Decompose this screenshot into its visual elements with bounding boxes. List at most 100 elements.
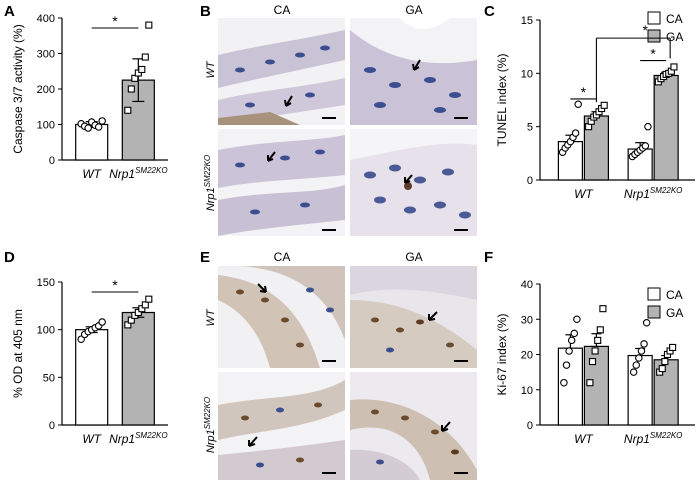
y-tick-label: 0	[49, 155, 55, 167]
x-tick-label: Nrp1SM22KO	[109, 431, 167, 446]
y-axis-title: Caspase 3/7 activity (%)	[11, 24, 25, 153]
scale-bar	[322, 472, 336, 474]
y-tick-label: 0	[527, 420, 533, 432]
data-point	[573, 315, 581, 323]
data-point	[574, 100, 582, 109]
chart-caspase: 0 100 200 300 400 Caspase 3/7 activity (%) WT N…	[11, 13, 168, 181]
x-tick-label: WT	[574, 432, 594, 446]
legend-label-ga: GA	[666, 30, 683, 44]
panel-letter-d: D	[4, 249, 15, 266]
data-point	[669, 343, 677, 352]
data-point	[596, 326, 604, 334]
x-tick-label: WT	[82, 167, 102, 181]
data-point	[84, 124, 92, 132]
arrow-icon	[248, 436, 258, 447]
micrograph-e-wt-ga	[350, 266, 477, 368]
y-tick-label: 300	[37, 49, 55, 61]
data-point	[145, 295, 153, 303]
arrow-icon	[404, 174, 413, 184]
chart-od405: 0 50 100 150 % OD at 405 nm WT Nrp1SM22KO *	[11, 277, 168, 446]
y-tick-label: 50	[43, 372, 55, 384]
arrow-icon	[428, 311, 438, 321]
y-axis-title: Ki-67 index (%)	[495, 313, 509, 395]
data-point	[560, 378, 568, 387]
data-point	[629, 368, 638, 376]
legend-label-ca: CA	[666, 12, 683, 26]
micrograph-b-wt-ga	[350, 18, 477, 125]
panel-letter-e: E	[200, 249, 210, 266]
data-point	[124, 106, 132, 114]
panel-letter-c: C	[484, 3, 495, 20]
micrograph-b-ko-ga	[350, 129, 477, 236]
bar-ca-wt	[557, 347, 584, 426]
bar-ko	[121, 311, 155, 426]
y-tick-label: 20	[521, 350, 533, 362]
panel-e-header-ga: GA	[405, 250, 422, 264]
y-tick-label: 30	[521, 314, 533, 326]
y-tick-label: 400	[37, 13, 55, 25]
y-tick-label: 0	[527, 175, 533, 187]
data-point	[565, 347, 573, 355]
panel-letter-a: A	[4, 3, 15, 20]
legend-label-ga: GA	[666, 306, 683, 320]
scale-bar	[454, 472, 468, 474]
y-tick-label: 100	[37, 325, 55, 337]
y-tick-label: 150	[37, 277, 55, 289]
scale-bar	[454, 117, 468, 119]
data-point	[661, 357, 669, 366]
chart-ki67: 0 10 20 30 40 Ki-67 index (%) WT Nrp1SM22KO CA GA	[495, 279, 695, 446]
data-point	[98, 318, 106, 326]
panel-b-row-wt: WT	[205, 60, 217, 78]
data-point	[141, 53, 149, 61]
data-point	[637, 347, 646, 355]
panel-e-header-ca: CA	[274, 250, 291, 264]
panel-letter-f: F	[484, 249, 493, 266]
data-point	[658, 365, 666, 373]
x-tick-label: Nrp1SM22KO	[624, 186, 682, 201]
bar-ga-ko	[653, 74, 679, 181]
data-point	[588, 357, 597, 366]
arrow-icon	[441, 421, 451, 432]
bar-wt	[75, 329, 109, 426]
data-point	[642, 319, 651, 327]
data-point	[127, 85, 135, 93]
y-tick-label: 10	[521, 68, 533, 80]
legend-swatch-ga	[647, 305, 661, 319]
y-tick-label: 200	[37, 84, 55, 96]
data-point	[632, 361, 640, 369]
bar-ca-wt	[557, 141, 584, 181]
arrow-icon	[257, 283, 267, 293]
x-tick-label: Nrp1SM22KO	[109, 166, 167, 181]
data-point	[145, 21, 153, 29]
bar-wt	[75, 123, 109, 161]
x-tick-label: WT	[82, 432, 102, 446]
y-tick-label: 40	[521, 279, 533, 291]
panel-e-row-wt: WT	[205, 308, 217, 326]
panel-b-header-ca: CA	[274, 3, 291, 17]
data-point	[644, 122, 652, 131]
bar-ca-ko	[627, 354, 653, 426]
y-tick-label: 10	[521, 385, 533, 397]
legend-swatch-ca	[647, 287, 661, 301]
micrograph-b-wt-ca	[218, 18, 345, 125]
panel-e-row-ko: Nrp1SM22KO	[203, 397, 217, 453]
data-point	[586, 379, 594, 387]
legend-label-ca: CA	[666, 288, 683, 302]
y-tick-label: 15	[521, 15, 533, 27]
arrow-icon	[284, 95, 293, 107]
scale-bar	[454, 360, 468, 362]
x-tick-label: WT	[574, 187, 594, 201]
micrograph-e-ko-ca	[218, 372, 345, 480]
legend-swatch-ga	[647, 29, 661, 43]
data-point	[640, 340, 648, 348]
panel-b-row-ko: Nrp1SM22KO	[203, 155, 217, 211]
significance-star-ko: *	[650, 46, 656, 62]
data-point	[641, 142, 650, 150]
data-point	[670, 63, 678, 71]
data-point	[98, 117, 106, 125]
significance-star-wt: *	[581, 84, 587, 100]
y-tick-label: 100	[37, 120, 55, 132]
y-axis-title: TUNEL index (%)	[495, 54, 509, 147]
panel-b-header-ga: GA	[405, 3, 422, 17]
micrograph-b-ko-ca	[218, 129, 345, 236]
